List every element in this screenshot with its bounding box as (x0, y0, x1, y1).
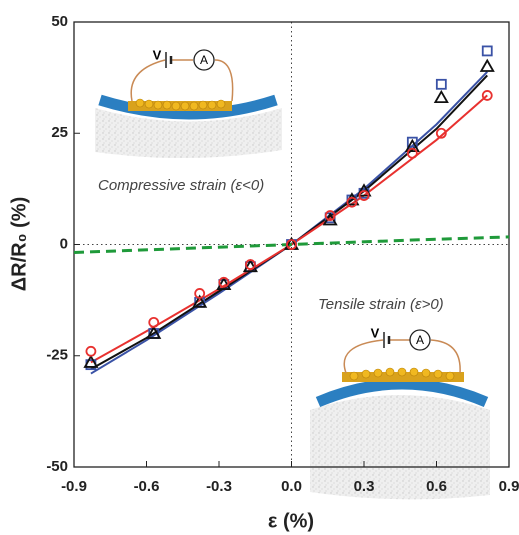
nanoparticles (349, 367, 455, 381)
marker (406, 136, 418, 148)
battery-label: V (153, 47, 162, 62)
y-axis-label: ΔR/R₀ (%) (8, 197, 30, 292)
dashed-line (73, 235, 510, 255)
marker (192, 294, 208, 308)
marker (435, 127, 447, 139)
electrode (342, 372, 464, 382)
substrate (310, 395, 490, 500)
wire (130, 59, 234, 102)
wire (343, 339, 461, 374)
annotation: Tensile strain (ε>0) (318, 296, 444, 313)
x-tick-label: -0.3 (206, 478, 232, 495)
battery-label: V (371, 325, 380, 340)
marker (404, 138, 420, 152)
x-axis-label: ε (%) (268, 510, 314, 532)
x-tick-label: 0.9 (499, 478, 519, 495)
marker (435, 78, 447, 90)
marker (479, 58, 495, 72)
marker (245, 259, 256, 270)
marker (286, 239, 297, 250)
marker (346, 196, 358, 208)
marker (148, 316, 160, 328)
x-tick-label: -0.6 (134, 478, 160, 495)
ammeter (193, 49, 215, 71)
marker (85, 345, 97, 357)
marker (324, 210, 336, 221)
marker (406, 147, 418, 159)
flexible-strip (98, 94, 278, 120)
marker (481, 45, 493, 57)
y-tick-label: 25 (51, 124, 68, 141)
marker (218, 276, 230, 288)
y-tick-label: -50 (46, 458, 68, 475)
marker (242, 258, 258, 273)
x-tick-label: -0.9 (61, 478, 87, 495)
marker (433, 89, 449, 104)
marker (194, 288, 206, 299)
compressive-inset: V A (95, 47, 282, 159)
tensile-inset: V A (310, 325, 490, 500)
x-tick-label: 0.3 (354, 478, 375, 495)
marker (358, 190, 370, 201)
y-tick-label: 50 (51, 13, 68, 30)
ammeter-label: A (200, 53, 208, 67)
y-tick-label: 0 (60, 235, 68, 252)
marker (146, 325, 162, 339)
marker (356, 183, 372, 197)
flexible-strip (315, 378, 489, 408)
marker (216, 276, 232, 290)
y-tick-label: -25 (46, 347, 68, 364)
marker (83, 354, 99, 368)
marker (481, 90, 493, 101)
ammeter (409, 329, 431, 351)
annotation: Compressive strain (ε<0) (98, 177, 264, 194)
ammeter-label: A (416, 333, 424, 347)
nanoparticles (135, 98, 226, 111)
x-tick-label: 0.0 (281, 478, 302, 495)
substrate (95, 108, 282, 159)
x-tick-label: 0.6 (426, 478, 447, 495)
